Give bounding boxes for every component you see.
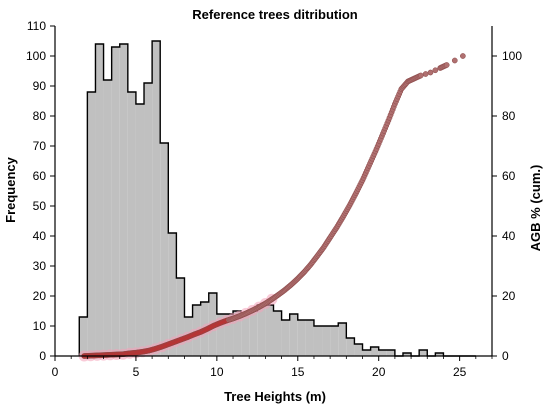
histogram-bar	[168, 233, 177, 356]
histogram-bar	[265, 305, 274, 356]
histogram-bar	[216, 314, 225, 356]
x-tick-label: 20	[372, 365, 386, 379]
x-tick-label: 15	[291, 365, 305, 379]
histogram-bar	[330, 326, 339, 356]
histogram-bar	[419, 350, 428, 356]
chart-title: Reference trees ditribution	[192, 7, 357, 22]
histogram-bar	[370, 347, 379, 356]
histogram-bar	[135, 104, 145, 356]
y-tick-label: 30	[33, 259, 47, 273]
y2-tick-label: 20	[502, 289, 516, 303]
histogram-bar	[297, 320, 306, 356]
histogram-bar	[111, 47, 120, 356]
y2-tick-label: 0	[502, 349, 509, 363]
y-tick-label: 20	[33, 289, 47, 303]
scatter-point	[427, 69, 434, 76]
y-tick-label: 50	[33, 199, 47, 213]
y-tick-label: 40	[33, 229, 47, 243]
histogram-bar	[273, 311, 282, 356]
plot-layer: 0 5 10 15 20 25 0 10 20 30 40 50 60 70 80 90 100 110 0 20 40…	[26, 19, 522, 379]
histogram-bar	[233, 311, 242, 356]
histogram-bar	[257, 305, 266, 356]
y-tick-label: 100	[26, 49, 46, 63]
histogram-bar	[322, 326, 331, 356]
histogram-bar	[224, 314, 234, 356]
histogram-bar	[144, 83, 153, 356]
histogram-bar	[289, 314, 298, 356]
histogram-bar	[79, 317, 88, 356]
y-tick-label: 110	[27, 19, 46, 33]
histogram-bar	[249, 311, 258, 356]
histogram-bar	[281, 320, 290, 356]
x-tick-label: 0	[52, 365, 59, 379]
histogram-bar	[95, 44, 104, 356]
y2-axis-title: AGB % (cum.)	[528, 165, 543, 252]
histogram-bar	[305, 320, 314, 356]
x-tick-label: 25	[453, 365, 467, 379]
y2-tick-label: 40	[502, 229, 516, 243]
y2-tick-label: 60	[502, 169, 516, 183]
histogram-bar	[119, 44, 128, 356]
histogram-bar	[87, 92, 96, 356]
y-axis-title: Frequency	[3, 156, 18, 223]
scatter-point	[451, 57, 458, 64]
histogram-bar	[354, 344, 363, 356]
scatter-point	[443, 62, 450, 68]
histogram-bar	[103, 80, 112, 356]
scatter-point	[422, 71, 429, 77]
histogram-bar	[402, 353, 412, 356]
y2-tick-label: 100	[502, 49, 522, 63]
y2-tick-label: 80	[502, 109, 516, 123]
histogram-bar	[313, 326, 323, 356]
y-tick-label: 80	[33, 109, 47, 123]
y-tick-label: 90	[33, 79, 47, 93]
histogram-bar	[176, 278, 185, 356]
x-tick-label: 10	[210, 365, 224, 379]
scatter-point	[432, 67, 439, 74]
histogram-bar	[386, 350, 395, 356]
y-tick-label: 70	[33, 139, 47, 153]
x-axis-title: Tree Heights (m)	[224, 389, 326, 404]
histogram-bar	[378, 350, 387, 356]
scatter-point	[417, 72, 424, 79]
histogram-bar	[152, 41, 161, 356]
x-tick-label: 5	[133, 365, 140, 379]
y-tick-label: 60	[33, 169, 47, 183]
y-tick-label: 0	[39, 349, 46, 363]
y-tick-label: 10	[33, 319, 47, 333]
histogram-bar	[435, 353, 444, 356]
histogram-bar	[362, 350, 371, 356]
histogram-bar	[338, 323, 347, 356]
histogram-bar	[160, 143, 169, 356]
histogram-bar	[241, 314, 250, 356]
scatter-point	[460, 53, 466, 59]
histogram-bar	[346, 338, 355, 356]
histogram-bar	[127, 92, 136, 356]
